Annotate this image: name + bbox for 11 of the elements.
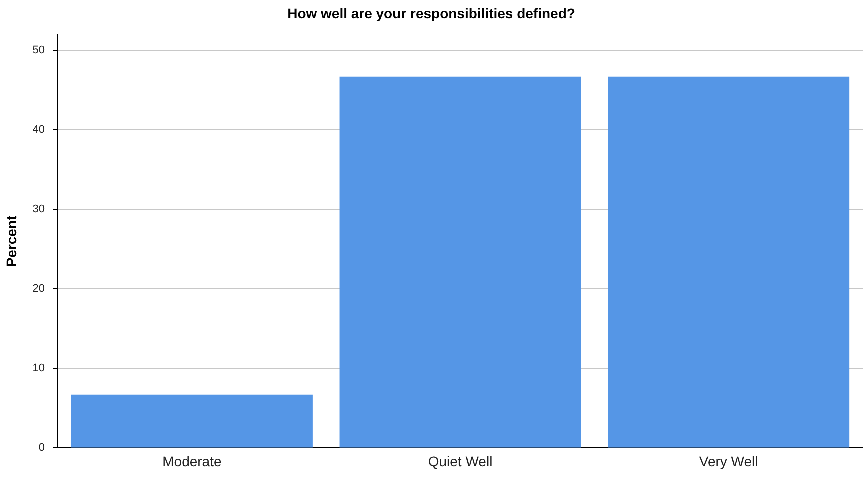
chart-title: How well are your responsibilities defined? <box>288 5 576 22</box>
y-tick-label: 0 <box>38 442 46 454</box>
y-tick-label: 20 <box>32 283 46 296</box>
y-tick-label: 10 <box>32 362 46 375</box>
x-tick-label: Very Well <box>699 453 758 470</box>
y-tick-label: 40 <box>32 124 46 136</box>
y-tick-label: 50 <box>32 44 46 57</box>
x-tick-label: Quiet Well <box>428 453 493 470</box>
y-tick-label: 30 <box>32 204 46 216</box>
y-axis-title: Percent <box>3 215 20 268</box>
x-tick-label: Moderate <box>162 453 222 470</box>
